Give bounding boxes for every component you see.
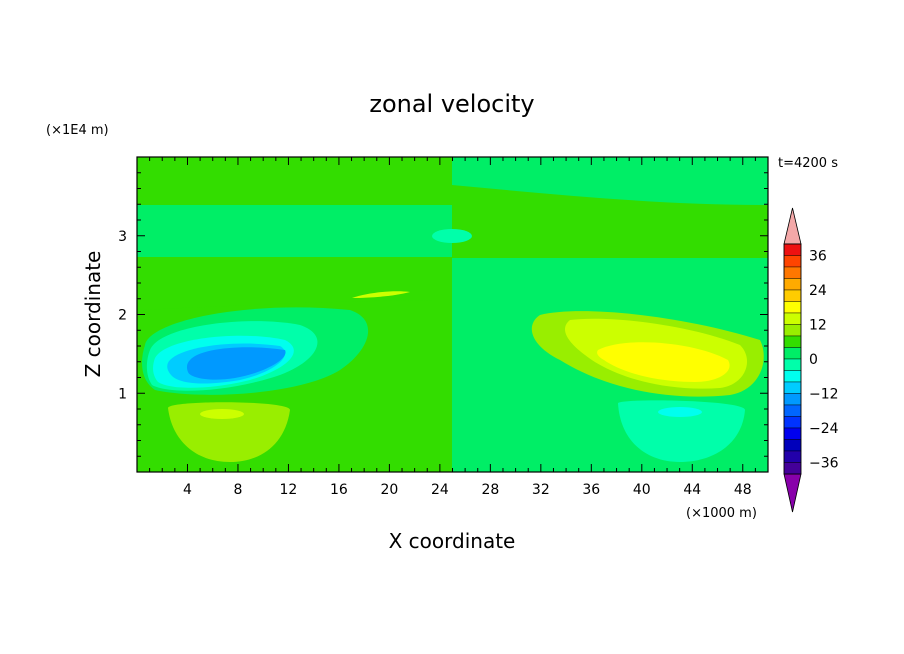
- colorbar-bin: [783, 381, 802, 394]
- x-tick-label: 36: [582, 482, 600, 498]
- colorbar-bin: [783, 312, 802, 325]
- colorbar-bin: [783, 370, 802, 383]
- colorbar-bin: [783, 427, 802, 440]
- colorbar-bin: [783, 393, 802, 406]
- colorbar-bin: [783, 450, 802, 463]
- contour-field: [137, 157, 768, 472]
- colorbar-under-arrow: [783, 473, 802, 513]
- time-label: t=4200 s: [778, 156, 838, 171]
- y-tick-label: 2: [118, 308, 127, 324]
- colorbar-bin: [783, 439, 802, 452]
- colorbar-bin: [783, 266, 802, 279]
- x-tick-label: 44: [683, 482, 701, 498]
- colorbar-bin: [783, 324, 802, 337]
- x-tick-label: 28: [481, 482, 499, 498]
- colorbar-tick-label: 0: [809, 352, 818, 368]
- x-tick-label: 4: [183, 482, 192, 498]
- colorbar-over-arrow: [783, 207, 802, 245]
- y-tick-label: 1: [118, 386, 127, 402]
- colorbar-tick-label: 36: [809, 249, 827, 265]
- colorbar-tick-label: −24: [809, 421, 839, 437]
- colorbar-tick-label: 12: [809, 318, 827, 334]
- x-axis-ticks: 4 8 12 16 20 24 28 32 36 40 44 48: [149, 157, 756, 498]
- x-tick-label: 16: [330, 482, 348, 498]
- chart-title: zonal velocity: [369, 90, 534, 118]
- x-tick-label: 32: [532, 482, 550, 498]
- colorbar-frame: [783, 243, 802, 475]
- y-tick-label: 3: [118, 229, 127, 245]
- y-unit-label: (×1E4 m): [46, 123, 109, 138]
- colorbar-bin: [783, 255, 802, 268]
- colorbar-bin: [783, 335, 802, 348]
- colorbar-bin: [783, 243, 802, 256]
- colorbar-bin: [783, 278, 802, 291]
- x-tick-label: 48: [734, 482, 752, 498]
- colorbar: 36 24 12 0 −12 −24 −36: [783, 207, 839, 513]
- colorbar-bin: [783, 347, 802, 360]
- x-tick-label: 8: [233, 482, 242, 498]
- colorbar-bin: [783, 416, 802, 429]
- x-tick-label: 20: [380, 482, 398, 498]
- x-tick-label: 12: [280, 482, 298, 498]
- x-tick-label: 40: [633, 482, 651, 498]
- y-axis-ticks: 1 2 3: [118, 172, 768, 457]
- colorbar-tick-label: 24: [809, 283, 827, 299]
- x-tick-label: 24: [431, 482, 449, 498]
- colorbar-bin: [783, 404, 802, 417]
- colorbar-bin: [783, 301, 802, 314]
- x-axis-label: X coordinate: [389, 529, 516, 553]
- colorbar-bin: [783, 289, 802, 302]
- y-axis-label: Z coordinate: [81, 251, 105, 378]
- colorbar-tick-label: −12: [809, 387, 839, 403]
- x-unit-label: (×1000 m): [686, 506, 757, 521]
- colorbar-tick-label: −36: [809, 456, 839, 472]
- colorbar-bin: [783, 358, 802, 371]
- colorbar-bin: [783, 462, 802, 475]
